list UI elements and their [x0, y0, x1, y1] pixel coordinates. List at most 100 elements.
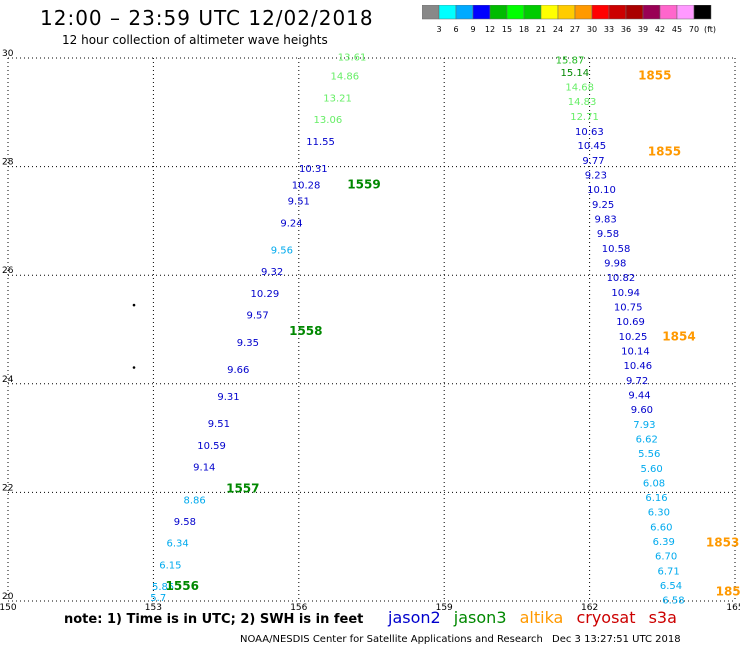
wave-height-value: 13.61 [338, 53, 367, 64]
colorbar-label: 39 [638, 25, 648, 34]
wave-height-value: 6.30 [648, 508, 670, 519]
wave-height-value: 5.56 [638, 449, 660, 460]
wave-height-value: 9.98 [604, 259, 626, 270]
wave-height-value: 10.46 [624, 361, 653, 372]
colorbar-label: 18 [519, 25, 529, 34]
x-tick-label: 156 [290, 603, 307, 613]
wave-height-value: 7.93 [633, 420, 655, 431]
pass-time-label: 1855 [638, 69, 671, 83]
wave-height-value: 10.69 [616, 317, 645, 328]
colorbar-label: 21 [536, 25, 546, 34]
y-tick-label: 26 [2, 266, 14, 276]
pass-time-label: 1559 [347, 177, 380, 191]
wave-height-value: 11.55 [306, 137, 335, 148]
wave-height-value: 9.14 [193, 463, 215, 474]
wave-height-value: 9.58 [597, 229, 619, 240]
wave-height-value: 10.82 [607, 273, 636, 284]
wave-height-value: 14.83 [568, 97, 597, 108]
colorbar-label: 12 [485, 25, 495, 34]
wave-height-value: 10.94 [611, 288, 640, 299]
legend-altika: altika [519, 608, 564, 627]
island-dot [132, 366, 136, 369]
wave-height-value: 9.23 [585, 171, 607, 182]
island-dot [132, 303, 136, 307]
wave-height-value: 14.68 [565, 83, 594, 94]
x-tick-label: 162 [581, 603, 598, 613]
colorbar-label: 6 [453, 25, 458, 34]
wave-height-value: 6.70 [655, 552, 677, 563]
colorbar-label: 27 [570, 25, 580, 34]
colorbar-label: 30 [587, 25, 597, 34]
colorbar-label: 24 [553, 25, 563, 34]
timestamp-text: Dec 3 13:27:51 UTC 2018 [552, 634, 681, 645]
color-scale-legend: 3 6 9 12 15 18 21 24 27 30 33 36 39 42 45 70 (ft) [422, 5, 716, 34]
colorbar-label: 3 [436, 25, 441, 34]
wave-height-value: 15.14 [561, 68, 590, 79]
wave-height-value: 6.08 [643, 478, 665, 489]
wave-height-value: 10.10 [587, 185, 616, 196]
wave-height-value: 9.44 [628, 390, 650, 401]
pass-time-label: 1853 [706, 536, 739, 550]
wave-height-value: 8.86 [183, 495, 205, 506]
wave-height-value: 9.35 [237, 338, 259, 349]
wave-height-value: 9.58 [174, 517, 196, 528]
pass-time-label: 1558 [289, 324, 322, 338]
pass-time-label: 1852 [716, 585, 740, 599]
wave-height-value: 10.14 [621, 346, 650, 357]
wave-height-value: 10.28 [292, 180, 321, 191]
legend-jason2: jason2 [388, 608, 441, 627]
wave-height-value: 10.75 [614, 302, 643, 313]
y-tick-label: 30 [2, 49, 14, 59]
satellite-legend: jason2 jason3 altika cryosat s3a [388, 608, 685, 627]
chart-title: 12:00 – 23:59 UTC 12/02/2018 [40, 6, 374, 30]
x-tick-label: 153 [145, 603, 162, 613]
wave-height-value: 10.63 [575, 127, 604, 138]
wave-height-value: 15.87 [556, 55, 585, 66]
legend-cryosat: cryosat [576, 608, 636, 627]
colorbar-label: 9 [470, 25, 475, 34]
x-tick-label: 159 [436, 603, 453, 613]
wave-height-value: 6.71 [657, 566, 679, 577]
wave-height-value: 6.39 [653, 537, 675, 548]
wave-height-value: 10.25 [619, 332, 648, 343]
wave-height-value: 9.60 [631, 405, 653, 416]
wave-height-value: 6.54 [660, 581, 682, 592]
colorbar-label: 70 [689, 25, 699, 34]
wave-height-value: 9.83 [594, 215, 616, 226]
wave-height-value: 13.06 [314, 115, 343, 126]
wave-height-value: 9.51 [288, 197, 310, 208]
wave-height-value: 13.21 [323, 93, 352, 104]
pass-time-label: 1854 [662, 329, 695, 343]
credit-text: NOAA/NESDIS Center for Satellite Applica… [240, 634, 543, 645]
wave-height-value: 6.62 [636, 434, 658, 445]
pass-time-label: 1855 [648, 145, 681, 159]
colorbar-swatch [693, 5, 712, 20]
x-tick-label: 150 [0, 603, 17, 613]
wave-height-value: 5.7 [150, 593, 166, 604]
pass-time-label: 1557 [226, 481, 259, 495]
y-tick-label: 24 [2, 375, 14, 385]
wave-height-value: 6.58 [662, 596, 684, 607]
wave-height-value: 9.57 [246, 311, 268, 322]
wave-height-value: 9.51 [208, 419, 230, 430]
y-tick-label: 22 [2, 483, 13, 493]
wave-height-value: 6.16 [645, 493, 667, 504]
wave-height-value: 6.60 [650, 522, 672, 533]
y-tick-label: 20 [2, 592, 14, 602]
pass-time-label: 1556 [166, 579, 199, 593]
wave-height-value: 9.24 [280, 218, 302, 229]
colorbar-label: 45 [672, 25, 682, 34]
x-tick-label: 165 [726, 603, 740, 613]
legend-jason3: jason3 [453, 608, 507, 627]
wave-height-value: 10.45 [577, 141, 606, 152]
wave-height-value: 6.34 [167, 539, 189, 550]
wave-height-value: 5.85 [152, 582, 174, 593]
y-tick-label: 28 [2, 158, 14, 168]
units-note: note: 1) Time is in UTC; 2) SWH is in fe… [64, 612, 364, 627]
wave-height-value: 10.59 [197, 441, 226, 452]
wave-height-value: 5.60 [640, 464, 662, 475]
wave-height-value: 12.71 [570, 112, 599, 123]
colorbar-unit: (ft) [704, 25, 716, 34]
wave-height-value: 10.31 [299, 164, 328, 175]
colorbar-label: 15 [502, 25, 512, 34]
